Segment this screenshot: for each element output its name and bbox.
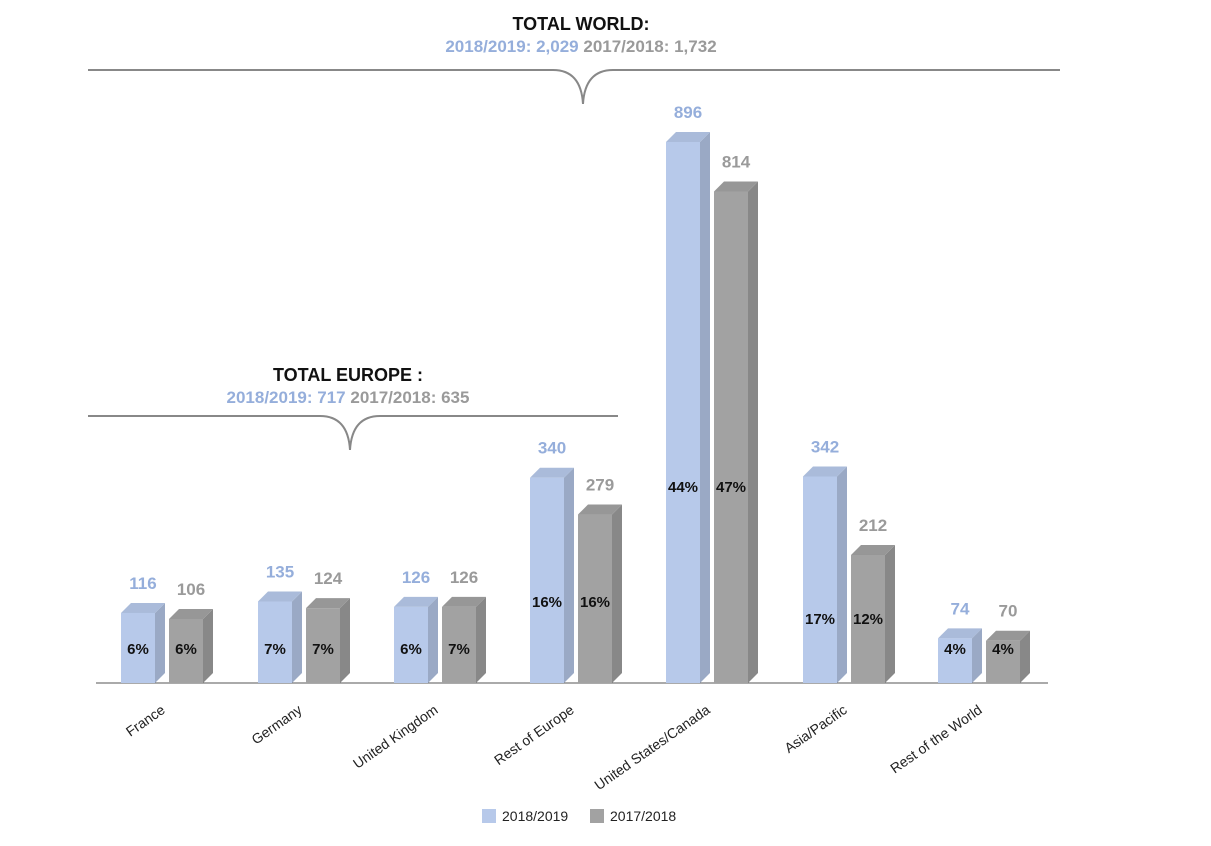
percent-label-s1-6: 4% [944,641,966,658]
value-label-s2-3: 279 [586,476,614,495]
total-europe-2018-2019: 2018/2019: 717 [227,388,346,407]
value-label-s1-4: 896 [674,103,702,122]
bar-s1-3 [530,477,564,683]
bar-s1-4 [666,142,700,683]
value-label-s2-5: 212 [859,516,887,535]
bar-s1-2 [394,606,428,683]
bar-s1-0-top [121,602,165,613]
category-label-3: Rest of Europe [491,701,577,768]
bar-s2-5-top [851,544,895,555]
bar-s1-6-side [972,628,982,683]
bar-s1-0-side [155,602,165,683]
bar-s2-3-top [578,504,622,515]
category-label-1: Germany [248,701,304,747]
bar-s2-2 [442,606,476,683]
percent-label-s1-2: 6% [400,641,422,658]
bar-s2-6-top [986,630,1030,641]
legend-swatch-s2 [590,809,604,823]
percent-label-s2-4: 47% [716,479,746,496]
bar-s1-4-side [700,132,710,683]
percent-label-s2-2: 7% [448,641,470,658]
percent-label-s1-3: 16% [532,594,562,611]
value-label-s2-6: 70 [999,602,1018,621]
value-label-s2-1: 124 [314,569,343,588]
bar-s1-5 [803,476,837,683]
value-label-s2-0: 106 [177,580,205,599]
bar-s1-3-top [530,467,574,478]
total-world-2017-2018: 2017/2018: 1,732 [583,37,716,56]
bar-s1-5-side [837,466,847,683]
total-world-2018-2019: 2018/2019: 2,029 [445,37,578,56]
value-label-s2-2: 126 [450,568,478,587]
bar-s1-1 [258,601,292,683]
total-europe-values: 2018/2019: 717 2017/2018: 635 [227,388,470,407]
bar-s1-6 [938,638,972,683]
total-europe-heading: TOTAL EUROPE : [273,365,423,385]
percent-label-s2-6: 4% [992,641,1014,658]
bar-s2-2-top [442,596,486,607]
legend-swatch-s1 [482,809,496,823]
bar-s2-5-side [885,544,895,683]
bar-s2-0-side [203,608,213,683]
bar-s2-3 [578,514,612,683]
bar-s1-0 [121,612,155,683]
bar-s1-1-side [292,591,302,683]
bar-s2-1-top [306,598,350,609]
category-label-6: Rest of the World [887,701,985,776]
category-label-0: France [123,701,168,739]
category-label-4: United States/Canada [591,701,713,793]
bar-s1-3-side [564,467,574,683]
legend-label-s2: 2017/2018 [610,808,676,824]
value-label-s2-4: 814 [722,153,751,172]
value-label-s1-5: 342 [811,438,839,457]
bar-s2-4-side [748,181,758,683]
bar-s2-6-side [1020,630,1030,683]
total-world-heading: TOTAL WORLD: [513,14,650,34]
percent-label-s1-1: 7% [264,641,286,658]
bar-s2-1 [306,608,340,683]
bar-s2-1-side [340,598,350,683]
bar-s1-6-top [938,628,982,639]
value-label-s1-0: 116 [129,574,156,593]
percent-label-s2-5: 12% [853,611,883,628]
bar-s2-4-top [714,181,758,192]
bar-s2-0 [169,618,203,683]
bar-s2-6 [986,640,1020,683]
total-europe-brace [88,415,618,451]
percent-label-s1-4: 44% [668,479,698,496]
category-label-2: United Kingdom [350,701,441,771]
total-world-brace [88,69,1060,105]
bar-s1-4-top [666,132,710,142]
bar-s2-3-side [612,504,622,683]
percent-label-s2-3: 16% [580,594,610,611]
category-label-5: Asia/Pacific [781,701,849,756]
value-label-s1-2: 126 [402,568,430,587]
bar-s2-4 [714,191,748,683]
total-europe-2017-2018: 2017/2018: 635 [350,388,469,407]
percent-label-s2-1: 7% [312,641,334,658]
value-label-s1-6: 74 [951,599,970,618]
value-label-s1-1: 135 [266,562,294,581]
total-world-values: 2018/2019: 2,029 2017/2018: 1,732 [445,37,716,56]
bar-s1-5-top [803,466,847,477]
bar-s1-2-top [394,596,438,607]
percent-label-s1-0: 6% [127,641,149,658]
percent-label-s1-5: 17% [805,611,835,628]
bar-s2-0-top [169,608,213,619]
percent-label-s2-0: 6% [175,641,197,658]
bar-s1-1-top [258,591,302,602]
value-label-s1-3: 340 [538,439,566,458]
legend-label-s1: 2018/2019 [502,808,568,824]
bar-s1-2-side [428,596,438,683]
bar-s2-2-side [476,596,486,683]
bar-s2-5 [851,554,885,683]
